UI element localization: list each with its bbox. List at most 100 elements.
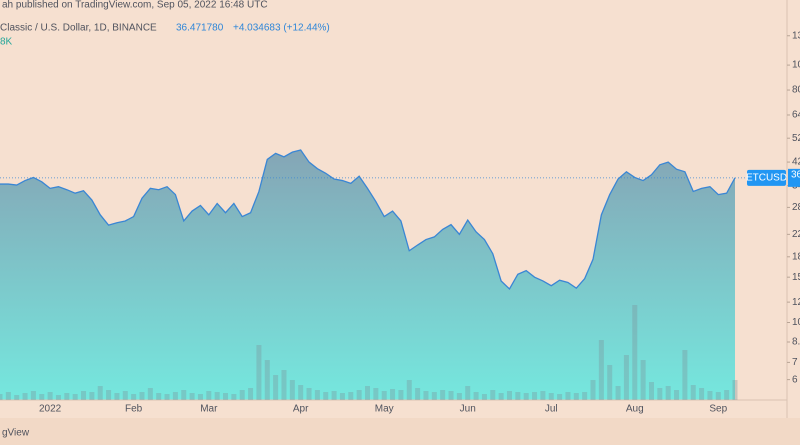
volume-bar — [682, 350, 688, 400]
volume-bar — [573, 393, 579, 400]
volume-bar — [515, 392, 521, 400]
volume-bar — [365, 386, 370, 400]
volume-bar — [699, 388, 705, 400]
footer-bar — [0, 418, 800, 445]
volume-bar — [122, 391, 128, 400]
y-tick-label: 28 — [792, 202, 800, 213]
x-tick-label: Feb — [125, 404, 143, 415]
volume-bar — [465, 386, 471, 400]
volume-bar — [331, 391, 337, 400]
volume-bar — [632, 305, 638, 400]
y-tick-label: 80 — [792, 85, 800, 96]
volume-bar — [607, 365, 613, 400]
volume-bar — [197, 394, 203, 400]
volume-bar — [582, 392, 588, 400]
volume-bar — [223, 393, 229, 400]
x-tick-label: Sep — [709, 404, 727, 415]
volume-bar — [39, 394, 45, 400]
volume-bar — [456, 393, 462, 400]
x-tick-label: May — [375, 404, 394, 415]
volume-bar — [406, 380, 412, 400]
volume-bar — [64, 393, 70, 400]
volume-bar — [14, 395, 20, 400]
volume-bar — [72, 394, 78, 400]
volume-bar — [732, 380, 738, 400]
x-tick-label: Mar — [200, 404, 218, 415]
x-tick-label: Aug — [626, 404, 644, 415]
subtitle: Classic / U.S. Dollar, 1D, BINANCE — [0, 23, 157, 34]
volume-bar — [640, 360, 646, 400]
volume-bar — [181, 390, 187, 400]
last-price: 36.471780 — [176, 23, 224, 34]
volume-bar — [440, 390, 446, 400]
volume-bar — [289, 380, 295, 400]
volume-bar — [565, 392, 571, 400]
volume-bar — [665, 386, 671, 400]
volume-bar — [164, 394, 170, 400]
y-tick-label: 12 — [792, 297, 800, 308]
volume-bar — [298, 385, 304, 400]
change: +4.034683 (+12.44%) — [233, 23, 330, 34]
volume-bar — [690, 385, 696, 400]
y-tick-label: 6 — [792, 374, 798, 385]
volume-bar — [306, 388, 312, 400]
volume-bar — [381, 391, 387, 400]
volume-bar — [657, 388, 663, 400]
volume-bar — [273, 375, 279, 400]
volume-bar — [481, 394, 487, 400]
volume-bar — [339, 393, 345, 400]
x-tick-label: Jul — [545, 404, 558, 415]
volume-bar — [97, 386, 103, 400]
volume-bar — [106, 390, 112, 400]
volume-bar — [532, 392, 538, 400]
symbol-label: ETCUSD — [746, 172, 787, 183]
volume-bar — [189, 393, 195, 400]
volume-bar — [147, 388, 153, 400]
volume-bar — [264, 360, 270, 400]
y-tick-label: 7 — [792, 357, 798, 368]
volume-bar — [214, 392, 220, 400]
volume-bar — [548, 393, 554, 400]
volume-bar — [0, 394, 3, 400]
volume-bar — [707, 391, 713, 400]
volume-bar — [55, 395, 61, 400]
symbol-tag — [747, 169, 786, 186]
volume-bar — [5, 392, 11, 400]
volume-bar — [523, 393, 529, 400]
y-tick-label: 10 — [792, 317, 800, 328]
x-tick-label: Jun — [460, 404, 476, 415]
volume-bar — [256, 345, 262, 400]
y-tick-label: 8.4 — [792, 337, 800, 348]
volume-bar — [139, 392, 145, 400]
volume-bar — [598, 340, 604, 400]
volume-bar — [415, 388, 421, 400]
y-tick-label: 130 — [792, 30, 800, 41]
volume-bar — [323, 392, 329, 400]
volume-bar — [490, 390, 496, 400]
area — [0, 149, 735, 400]
volume-bar — [89, 392, 95, 400]
volume-bar — [356, 390, 362, 400]
x-tick-label: Apr — [293, 404, 309, 415]
volume-bar — [648, 382, 654, 400]
volume-bar — [81, 391, 87, 400]
x-tick-label: 2022 — [39, 404, 62, 415]
volume-bar — [206, 391, 212, 400]
y-tick-label: 64 — [792, 110, 800, 121]
volume-bar — [724, 390, 730, 400]
volume-bar — [281, 370, 287, 400]
volume-bar — [47, 392, 53, 400]
volume-bar — [506, 391, 512, 400]
volume-bar — [623, 355, 629, 400]
y-tick-label: 42 — [792, 157, 800, 168]
volume-bar — [473, 392, 479, 400]
header: ah published on TradingView.com, Sep 05,… — [2, 0, 268, 11]
volume-bar — [390, 389, 396, 400]
volume-bar — [131, 394, 137, 400]
y-tick-label: 18 — [792, 251, 800, 262]
volume-bar — [715, 392, 721, 400]
volume-text: 8K — [0, 37, 13, 48]
volume-bar — [156, 393, 162, 400]
volume-bar — [448, 391, 454, 400]
y-tick-label: 15 — [792, 272, 800, 283]
